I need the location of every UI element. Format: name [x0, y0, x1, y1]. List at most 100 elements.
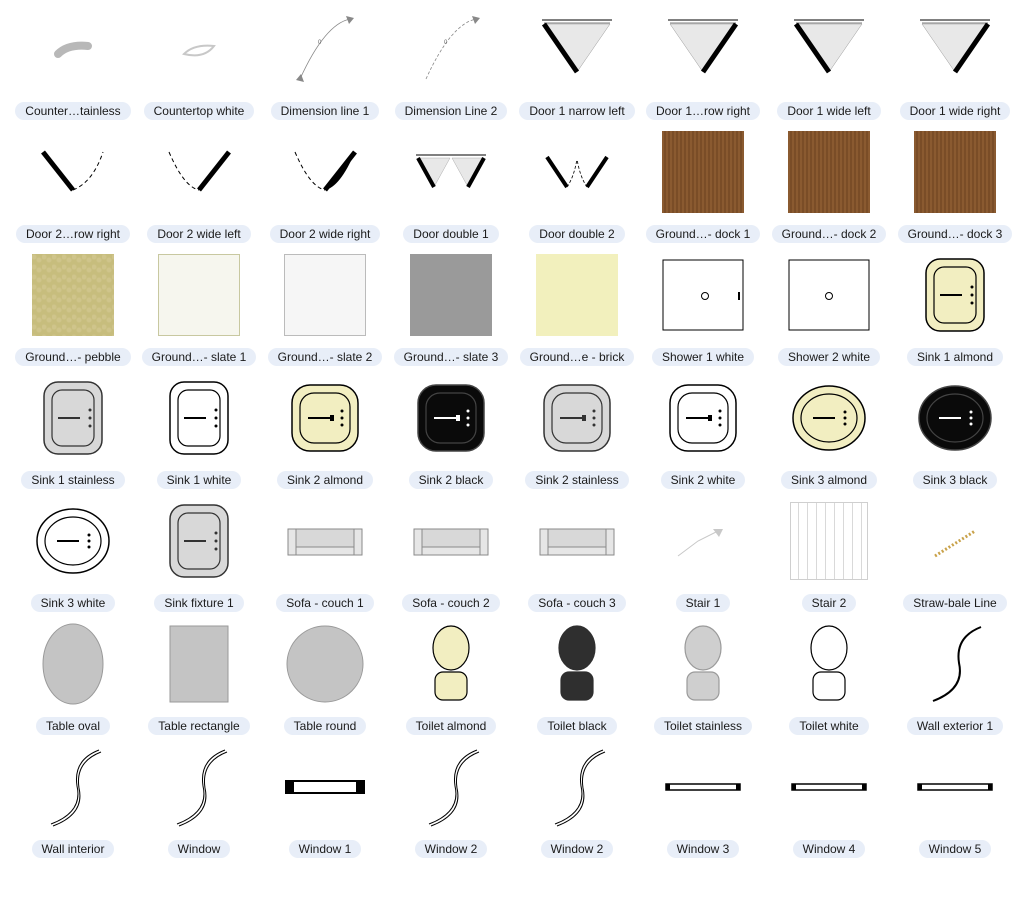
- shape-tile-sink-fixture-1[interactable]: Sink fixture 1: [136, 492, 262, 612]
- shape-tile-door-1-wide-right[interactable]: Door 1 wide right: [892, 0, 1018, 120]
- shape-label: Ground…- dock 1: [646, 225, 761, 243]
- shape-tile-shower-2-white[interactable]: Shower 2 white: [766, 246, 892, 366]
- shape-label: Dimension line 1: [271, 102, 380, 120]
- shape-tile-ground-dock-1[interactable]: Ground…- dock 1: [640, 123, 766, 243]
- shape-thumb: [150, 615, 248, 713]
- shape-label: Wall exterior 1: [907, 717, 1003, 735]
- shape-tile-ground-slate-1[interactable]: Ground…- slate 1: [136, 246, 262, 366]
- shape-tile-wall-ext-1[interactable]: Wall exterior 1: [892, 615, 1018, 735]
- shape-tile-window-2[interactable]: Window 2: [388, 738, 514, 858]
- shape-tile-door-2-narrow-right[interactable]: Door 2…row right: [10, 123, 136, 243]
- shape-tile-wall-interior[interactable]: Wall interior: [10, 738, 136, 858]
- shape-label: Window: [168, 840, 231, 858]
- shape-tile-sink-3-almond[interactable]: Sink 3 almond: [766, 369, 892, 489]
- shape-tile-window-4[interactable]: Window 4: [766, 738, 892, 858]
- shape-tile-sink-2-almond[interactable]: Sink 2 almond: [262, 369, 388, 489]
- shape-tile-ground-dock-2[interactable]: Ground…- dock 2: [766, 123, 892, 243]
- shape-tile-straw-bale[interactable]: Straw-bale Line: [892, 492, 1018, 612]
- shape-thumb: [276, 123, 374, 221]
- shape-tile-sink-1-almond[interactable]: Sink 1 almond: [892, 246, 1018, 366]
- shape-tile-stair-2[interactable]: Stair 2: [766, 492, 892, 612]
- shape-label: Window 3: [667, 840, 740, 858]
- shape-tile-window-5[interactable]: Window 5: [892, 738, 1018, 858]
- shape-tile-window-2b[interactable]: Window 2: [514, 738, 640, 858]
- shape-thumb: [654, 738, 752, 836]
- shape-thumb: [528, 738, 626, 836]
- shape-tile-toilet-stainless[interactable]: Toilet stainless: [640, 615, 766, 735]
- shape-label: Wall interior: [32, 840, 115, 858]
- shape-thumb: [276, 369, 374, 467]
- shape-tile-sofa-2[interactable]: Sofa - couch 2: [388, 492, 514, 612]
- shape-tile-sofa-3[interactable]: Sofa - couch 3: [514, 492, 640, 612]
- shape-thumb: [654, 0, 752, 98]
- shape-tile-window-3[interactable]: Window 3: [640, 738, 766, 858]
- shape-thumb: [24, 615, 122, 713]
- shape-thumb: [528, 615, 626, 713]
- shape-label: Straw-bale Line: [903, 594, 1006, 612]
- shape-label: Ground…e - brick: [520, 348, 635, 366]
- shape-thumb: [276, 246, 374, 344]
- shape-tile-sink-2-white[interactable]: Sink 2 white: [640, 369, 766, 489]
- shape-tile-sink-1-stainless[interactable]: Sink 1 stainless: [10, 369, 136, 489]
- shape-tile-sink-2-stainless[interactable]: Sink 2 stainless: [514, 369, 640, 489]
- shape-tile-door-1-narrow-right[interactable]: Door 1…row right: [640, 0, 766, 120]
- shape-label: Sink 3 almond: [781, 471, 877, 489]
- shape-label: Stair 1: [676, 594, 731, 612]
- shape-thumb: [276, 492, 374, 590]
- shape-tile-ground-slate-2[interactable]: Ground…- slate 2: [262, 246, 388, 366]
- shape-thumb: [780, 123, 878, 221]
- shape-tile-ground-slate-3[interactable]: Ground…- slate 3: [388, 246, 514, 366]
- shape-tile-door-2-wide-right[interactable]: Door 2 wide right: [262, 123, 388, 243]
- shape-label: Sink 2 white: [661, 471, 746, 489]
- shape-label: Ground…- slate 3: [394, 348, 509, 366]
- shape-tile-sofa-1[interactable]: Sofa - couch 1: [262, 492, 388, 612]
- shape-tile-toilet-almond[interactable]: Toilet almond: [388, 615, 514, 735]
- shape-tile-door-2-wide-left[interactable]: Door 2 wide left: [136, 123, 262, 243]
- shape-label: Door double 2: [529, 225, 624, 243]
- shape-label: Door 1 wide left: [777, 102, 880, 120]
- shape-tile-door-1-narrow-left[interactable]: Door 1 narrow left: [514, 0, 640, 120]
- shape-label: Table rectangle: [148, 717, 249, 735]
- shape-tile-toilet-black[interactable]: Toilet black: [514, 615, 640, 735]
- shape-thumb: [780, 246, 878, 344]
- shape-tile-countertop-stainless[interactable]: Counter…tainless: [10, 0, 136, 120]
- shape-tile-ground-pebble[interactable]: Ground…- pebble: [10, 246, 136, 366]
- shape-tile-sink-3-white[interactable]: Sink 3 white: [10, 492, 136, 612]
- shape-tile-window[interactable]: Window: [136, 738, 262, 858]
- shape-tile-door-double-2[interactable]: Door double 2: [514, 123, 640, 243]
- shape-label: Sink fixture 1: [154, 594, 243, 612]
- shape-tile-ground-dock-3[interactable]: Ground…- dock 3: [892, 123, 1018, 243]
- shape-thumb: [150, 738, 248, 836]
- shape-tile-table-round[interactable]: Table round: [262, 615, 388, 735]
- shape-label: Door 1 narrow left: [519, 102, 634, 120]
- shape-tile-door-double-1[interactable]: Door double 1: [388, 123, 514, 243]
- shape-thumb: [528, 246, 626, 344]
- shape-tile-window-1[interactable]: Window 1: [262, 738, 388, 858]
- shape-thumb: [24, 0, 122, 98]
- shape-tile-ground-brick[interactable]: Ground…e - brick: [514, 246, 640, 366]
- shape-thumb: [906, 738, 1004, 836]
- shape-tile-sink-2-black[interactable]: Sink 2 black: [388, 369, 514, 489]
- shape-tile-sink-3-black[interactable]: Sink 3 black: [892, 369, 1018, 489]
- shape-tile-dimension-line-2[interactable]: 0Dimension Line 2: [388, 0, 514, 120]
- shape-thumb: [276, 738, 374, 836]
- shape-thumb: [276, 615, 374, 713]
- shape-thumb: [906, 615, 1004, 713]
- shape-tile-table-rect[interactable]: Table rectangle: [136, 615, 262, 735]
- shape-thumb: [906, 492, 1004, 590]
- shape-tile-door-1-wide-left[interactable]: Door 1 wide left: [766, 0, 892, 120]
- shape-label: Sofa - couch 2: [402, 594, 499, 612]
- shape-thumb: [654, 492, 752, 590]
- shape-tile-table-oval[interactable]: Table oval: [10, 615, 136, 735]
- shape-tile-sink-1-white[interactable]: Sink 1 white: [136, 369, 262, 489]
- shape-thumb: [24, 492, 122, 590]
- shape-tile-countertop-white[interactable]: Countertop white: [136, 0, 262, 120]
- shape-thumb: [150, 123, 248, 221]
- shape-tile-stair-1[interactable]: Stair 1: [640, 492, 766, 612]
- shape-tile-toilet-white[interactable]: Toilet white: [766, 615, 892, 735]
- shape-thumb: [402, 738, 500, 836]
- shape-label: Sofa - couch 3: [528, 594, 625, 612]
- shape-tile-shower-1-white[interactable]: Shower 1 white: [640, 246, 766, 366]
- shape-label: Toilet black: [537, 717, 616, 735]
- shape-tile-dimension-line-1[interactable]: 0Dimension line 1: [262, 0, 388, 120]
